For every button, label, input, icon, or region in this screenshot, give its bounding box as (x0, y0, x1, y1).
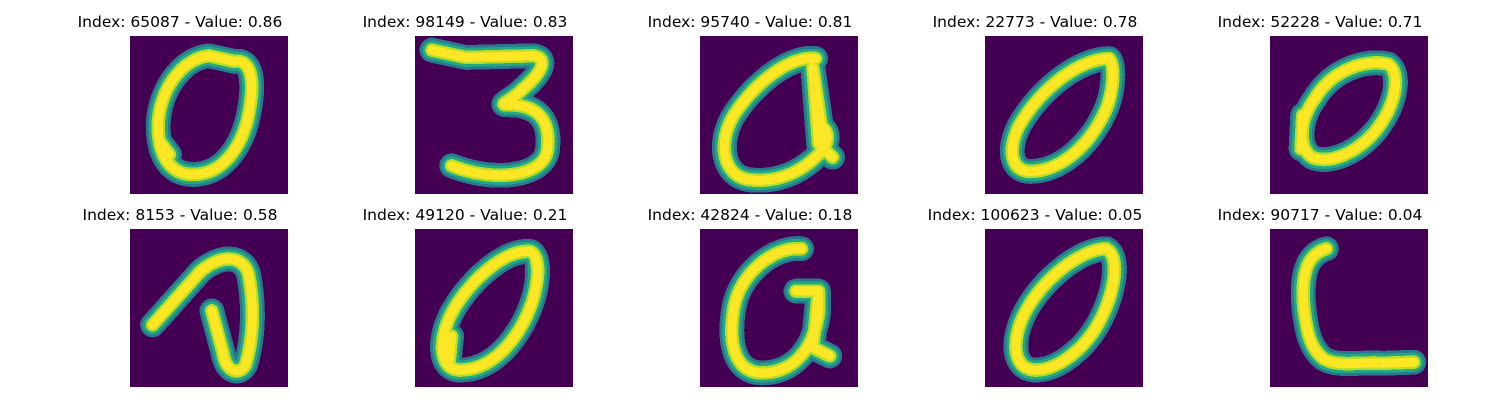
digit-image (130, 229, 288, 387)
digit-image (130, 36, 288, 194)
image-panel: Index: 90717 - Value: 0.04 (1170, 205, 1470, 395)
panel-title: Index: 52228 - Value: 0.71 (1170, 12, 1470, 32)
digit-image (415, 36, 573, 194)
digit-image (700, 229, 858, 387)
image-panel: Index: 49120 - Value: 0.21 (315, 205, 615, 395)
digit-image (985, 229, 1143, 387)
image-panel: Index: 95740 - Value: 0.81 (600, 12, 900, 202)
digit-image (415, 229, 573, 387)
panel-title: Index: 100623 - Value: 0.05 (885, 205, 1185, 225)
panel-title: Index: 8153 - Value: 0.58 (30, 205, 330, 225)
image-panel: Index: 22773 - Value: 0.78 (885, 12, 1185, 202)
panel-title: Index: 49120 - Value: 0.21 (315, 205, 615, 225)
digit-image (1270, 229, 1428, 387)
panel-title: Index: 22773 - Value: 0.78 (885, 12, 1185, 32)
panel-title: Index: 98149 - Value: 0.83 (315, 12, 615, 32)
panel-title: Index: 65087 - Value: 0.86 (30, 12, 330, 32)
digit-image (700, 36, 858, 194)
panel-title: Index: 42824 - Value: 0.18 (600, 205, 900, 225)
image-panel: Index: 8153 - Value: 0.58 (30, 205, 330, 395)
image-panel: Index: 65087 - Value: 0.86 (30, 12, 330, 202)
image-panel: Index: 42824 - Value: 0.18 (600, 205, 900, 395)
image-panel: Index: 100623 - Value: 0.05 (885, 205, 1185, 395)
digit-image (985, 36, 1143, 194)
panel-title: Index: 95740 - Value: 0.81 (600, 12, 900, 32)
image-panel: Index: 98149 - Value: 0.83 (315, 12, 615, 202)
digit-image (1270, 36, 1428, 194)
image-panel: Index: 52228 - Value: 0.71 (1170, 12, 1470, 202)
panel-title: Index: 90717 - Value: 0.04 (1170, 205, 1470, 225)
